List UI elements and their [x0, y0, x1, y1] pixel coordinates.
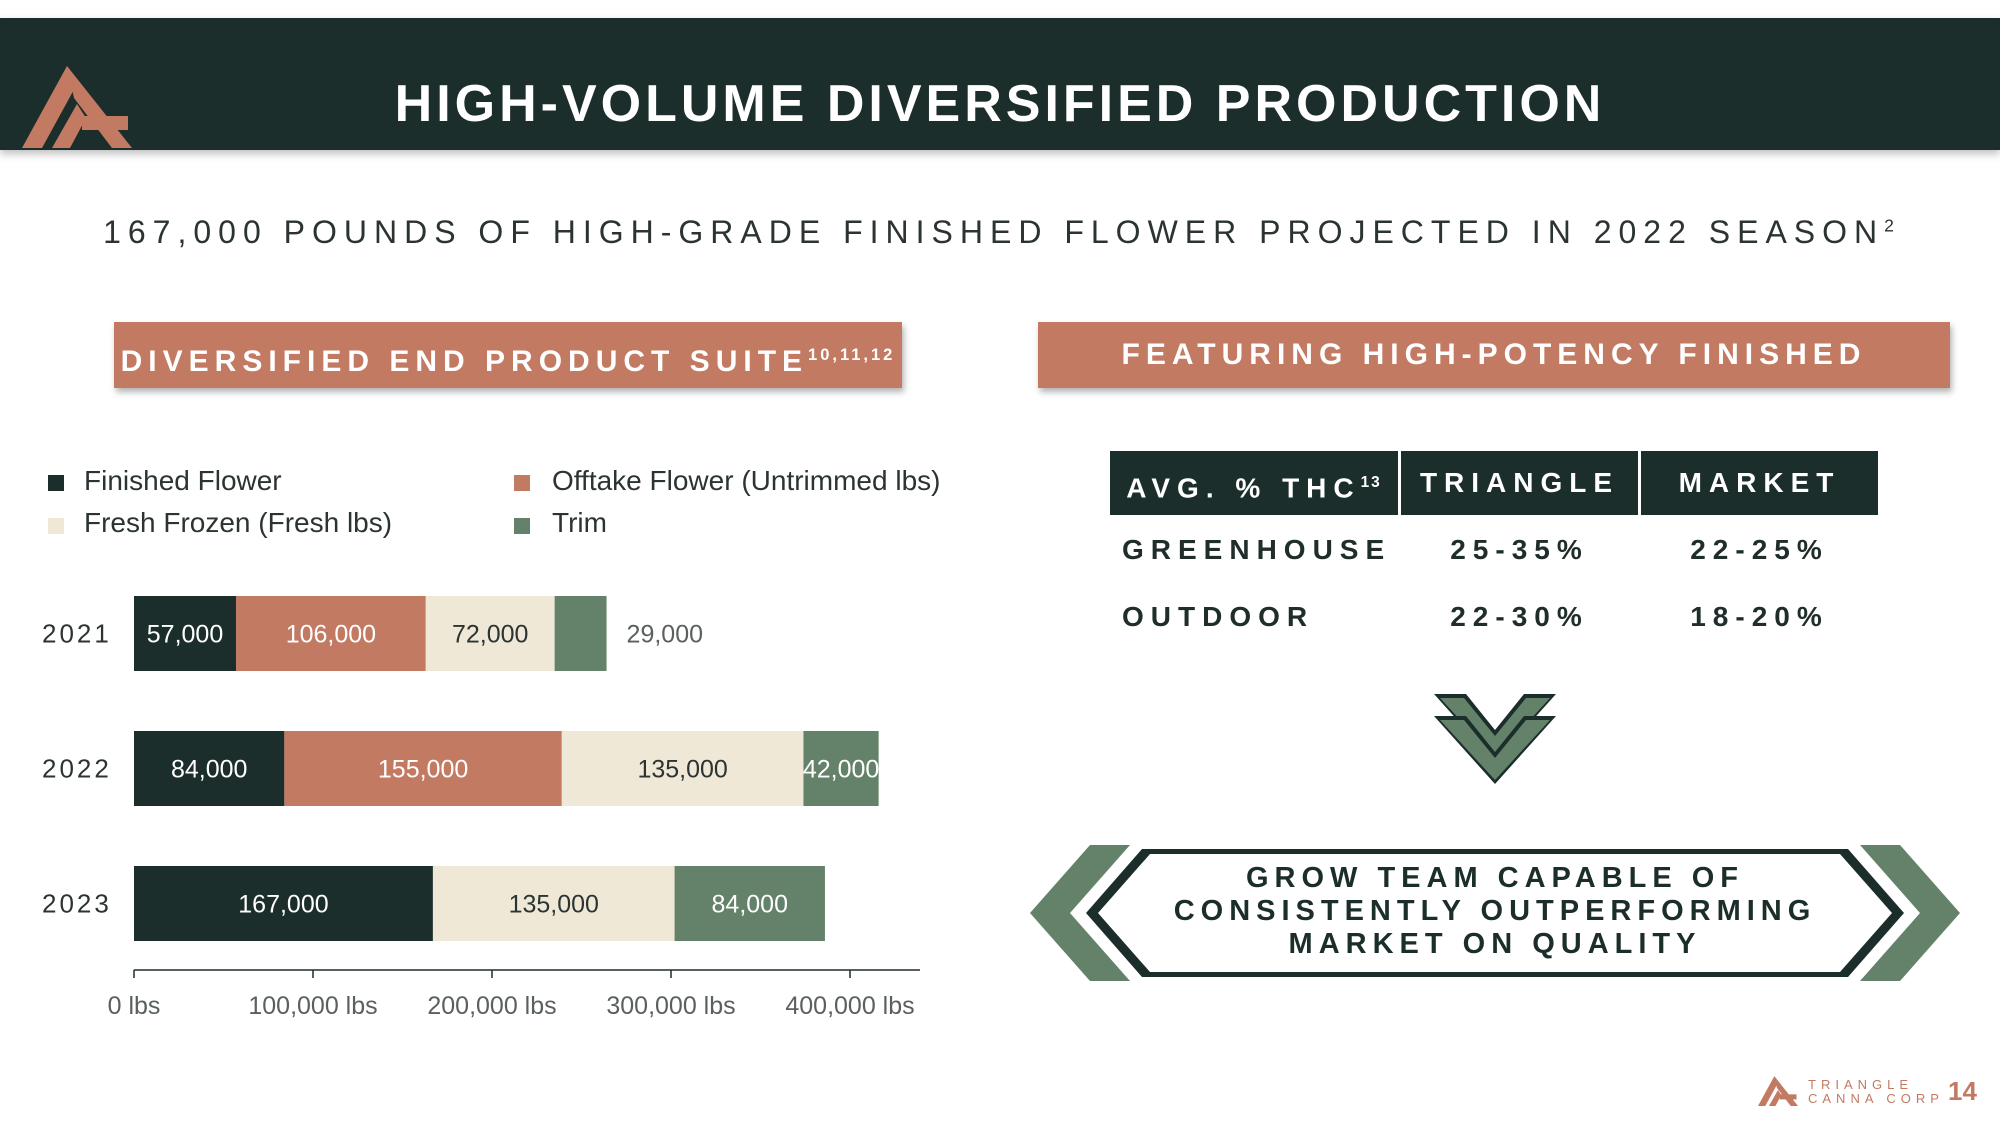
bar-2023-series-0	[134, 866, 433, 941]
chevron-down-icon	[1434, 694, 1556, 784]
x-tick-label-1: 100,000 lbs	[248, 992, 377, 1020]
data-label-2023-series-3: 84,000	[712, 891, 788, 919]
footer-brand-line1: TRIANGLE	[1808, 1077, 1914, 1092]
table-header-avg-thc: AVG. % THC13	[1110, 451, 1398, 515]
bar-2021-series-0	[134, 596, 237, 671]
subtitle-footnote: 2	[1884, 215, 1897, 236]
left-banner-footnote: 10,11,12	[808, 346, 896, 364]
data-label-2021-series-3: 29,000	[627, 621, 703, 649]
data-label-2023-series-2: 135,000	[509, 891, 599, 919]
table-header-market: MARKET	[1641, 451, 1878, 515]
left-banner: DIVERSIFIED END PRODUCT SUITE10,11,12	[114, 322, 902, 388]
table-row-greenhouse-label: GREENHOUSE	[1122, 534, 1392, 565]
bar-2021-series-2	[425, 596, 555, 671]
left-banner-text: DIVERSIFIED END PRODUCT SUITE	[120, 345, 809, 378]
right-banner-text: FEATURING HIGH-POTENCY FINISHED FLOWER	[1121, 338, 1867, 437]
bar-2023-series-3	[674, 866, 825, 941]
footer-logo-icon	[1758, 1076, 1798, 1106]
header-bar: HIGH-VOLUME DIVERSIFIED PRODUCTION	[0, 18, 2000, 150]
production-stacked-bar-chart: 2021 57,000 106,000 72,000 29,000 2022 84,000 1…	[42, 596, 920, 1020]
data-label-2022-series-1: 155,000	[378, 756, 468, 784]
legend-finished-flower: Finished Flower	[84, 465, 282, 496]
legend-fresh-frozen: Fresh Frozen (Fresh lbs)	[84, 507, 393, 538]
table-header-triangle: TRIANGLE	[1401, 451, 1638, 515]
legend-swatch-offtake-flower	[514, 475, 530, 491]
callout-text: GROW TEAM CAPABLE OF CONSISTENTLY OUTPER…	[1130, 862, 1860, 961]
callout-line-2: CONSISTENTLY OUTPERFORMING	[1173, 895, 1817, 927]
data-label-2021-series-1: 106,000	[286, 621, 376, 649]
table-row-greenhouse-triangle: 25-35%	[1450, 534, 1589, 565]
subtitle-text: 167,000 POUNDS OF HIGH-GRADE FINISHED FL…	[103, 214, 1885, 250]
legend-swatch-trim	[514, 518, 530, 534]
footer-brand-line2: CANNA CORP	[1808, 1091, 1944, 1106]
legend-swatch-finished-flower	[48, 475, 64, 491]
legend-swatch-fresh-frozen	[48, 518, 64, 534]
bar-2022-series-1	[284, 731, 562, 806]
bar-2022-series-3	[803, 731, 879, 806]
table-row-outdoor-triangle: 22-30%	[1450, 601, 1589, 632]
legend-trim: Trim	[552, 507, 607, 538]
table-header-footnote: 13	[1360, 474, 1382, 491]
data-label-2021-series-0: 57,000	[147, 621, 223, 649]
table-row-outdoor-market: 18-20%	[1690, 601, 1829, 632]
bar-2022-series-2	[561, 731, 804, 806]
data-label-2022-series-2: 135,000	[637, 756, 727, 784]
data-label-2022-series-0: 84,000	[171, 756, 247, 784]
bar-2022-series-0	[134, 731, 285, 806]
callout-line-1: GROW TEAM CAPABLE OF	[1245, 862, 1745, 894]
category-label-2023: 2023	[42, 889, 112, 919]
data-label-2021-series-2: 72,000	[452, 621, 528, 649]
footer-brand: TRIANGLE CANNA CORP	[1808, 1078, 1944, 1106]
bar-2021-series-3	[554, 596, 607, 671]
x-tick-label-3: 300,000 lbs	[606, 992, 735, 1020]
bar-2021-series-1	[236, 596, 426, 671]
bar-2023-series-2	[432, 866, 675, 941]
x-tick-label-4: 400,000 lbs	[785, 992, 914, 1020]
category-label-2021: 2021	[42, 619, 112, 649]
page-title: HIGH-VOLUME DIVERSIFIED PRODUCTION	[394, 75, 1606, 133]
category-label-2022: 2022	[42, 754, 112, 784]
page-number: 14	[1948, 1076, 1977, 1106]
legend-offtake-flower: Offtake Flower (Untrimmed lbs)	[552, 465, 941, 496]
x-tick-label-2: 200,000 lbs	[427, 992, 556, 1020]
callout-arrow-banner	[1030, 845, 1960, 981]
triangle-logo-icon	[22, 66, 132, 148]
subtitle: 167,000 POUNDS OF HIGH-GRADE FINISHED FL…	[0, 214, 2000, 251]
data-label-2022-series-3: 42,000	[803, 756, 879, 784]
x-tick-label-0: 0 lbs	[108, 992, 161, 1020]
table-header-avg-thc-label: AVG. % THC	[1126, 472, 1361, 504]
table-row-greenhouse-market: 22-25%	[1690, 534, 1829, 565]
right-banner: FEATURING HIGH-POTENCY FINISHED FLOWER	[1038, 322, 1950, 437]
table-row-outdoor-label: OUTDOOR	[1122, 601, 1315, 632]
callout-line-3: MARKET ON QUALITY	[1288, 928, 1702, 960]
data-label-2023-series-0: 167,000	[238, 891, 328, 919]
